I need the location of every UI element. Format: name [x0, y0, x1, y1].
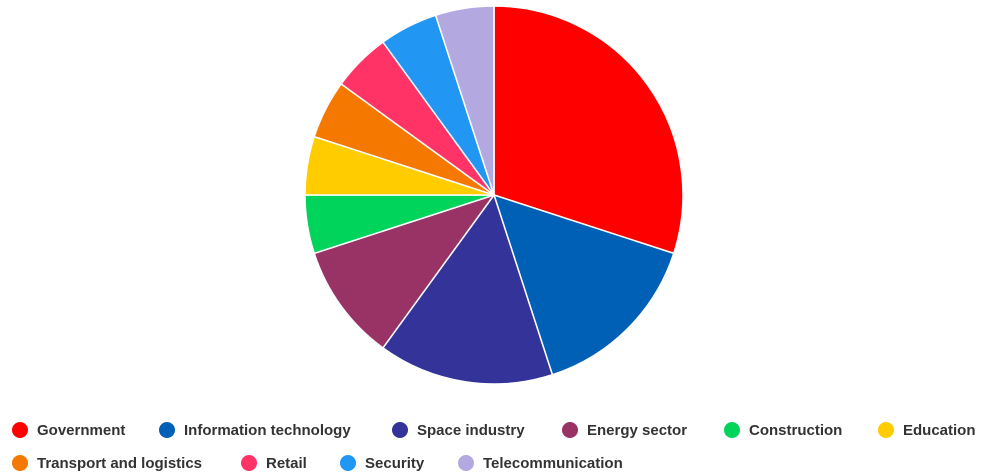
legend-label: Retail — [266, 454, 307, 472]
legend-item-education[interactable]: Education — [878, 418, 976, 442]
legend-item-retail[interactable]: Retail — [241, 451, 307, 475]
legend-label: Telecommunication — [483, 454, 623, 472]
legend-item-space-industry[interactable]: Space industry — [392, 418, 525, 442]
legend-item-government[interactable]: Government — [12, 418, 125, 442]
legend-label: Transport and logistics — [37, 454, 203, 472]
legend-label: Education — [903, 421, 976, 439]
legend-swatch-education — [878, 422, 894, 438]
legend-label: Space industry — [417, 421, 525, 439]
pie-slice-government[interactable] — [493, 5, 684, 255]
legend-swatch-construction — [724, 422, 740, 438]
pie-slice-energy-sector[interactable] — [313, 194, 495, 349]
legend-label: Security — [365, 454, 425, 472]
pie-chart — [304, 5, 684, 385]
legend-label: Government — [37, 421, 126, 439]
legend-swatch-space-industry — [392, 422, 408, 438]
legend-swatch-energy-sector — [562, 422, 578, 438]
legend-swatch-transport-and-logistics — [12, 455, 28, 471]
pie-slice-information-technology[interactable] — [493, 194, 675, 376]
legend-item-security[interactable]: Security — [340, 451, 424, 475]
pie-slice-telecommunication[interactable] — [434, 5, 495, 196]
legend-item-telecommunication[interactable]: Telecommunication — [458, 451, 623, 475]
legend-swatch-telecommunication — [458, 455, 474, 471]
legend-item-construction[interactable]: Construction — [724, 418, 842, 442]
legend-label: Information technology — [184, 421, 351, 439]
legend-swatch-retail — [241, 455, 257, 471]
legend-swatch-government — [12, 422, 28, 438]
pie-slice-space-industry[interactable] — [382, 194, 554, 385]
legend-label: Construction — [749, 421, 843, 439]
legend-item-information-technology[interactable]: Information technology — [159, 418, 351, 442]
legend-item-energy-sector[interactable]: Energy sector — [562, 418, 687, 442]
legend-item-transport-and-logistics[interactable]: Transport and logistics — [12, 451, 202, 475]
legend-swatch-information-technology — [159, 422, 175, 438]
legend-label: Energy sector — [587, 421, 688, 439]
legend-swatch-security — [340, 455, 356, 471]
